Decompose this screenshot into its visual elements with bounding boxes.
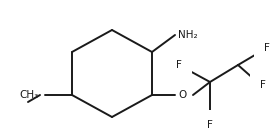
Text: F: F — [207, 120, 213, 130]
Text: F: F — [264, 43, 270, 53]
Text: F: F — [176, 60, 182, 70]
Text: CH₃: CH₃ — [20, 90, 39, 100]
Text: F: F — [260, 80, 266, 90]
Text: NH₂: NH₂ — [178, 30, 198, 40]
Text: O: O — [178, 90, 186, 100]
